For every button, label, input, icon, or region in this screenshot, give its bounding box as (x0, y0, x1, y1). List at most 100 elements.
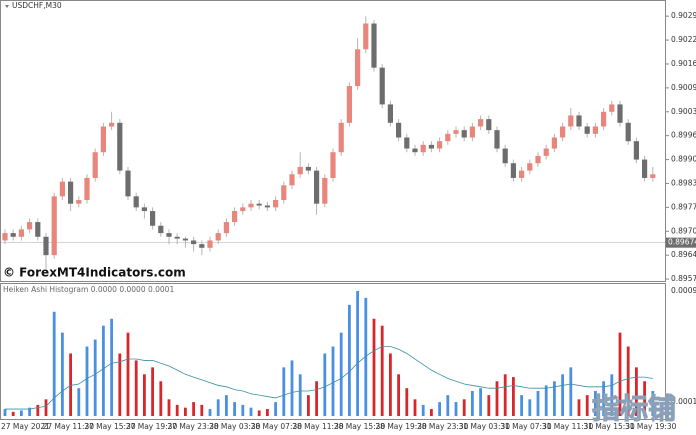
candle-body (338, 122, 344, 153)
candle-body (502, 148, 508, 164)
candle-body (117, 122, 123, 171)
candle-body (43, 236, 49, 256)
candle-body (76, 200, 82, 204)
histogram-bar (290, 360, 294, 416)
histogram-bar (126, 332, 130, 416)
candle-body (248, 203, 254, 208)
candle-body (141, 207, 147, 212)
histogram-bar (389, 353, 392, 416)
candle-body (617, 104, 623, 123)
candle-body (543, 148, 549, 156)
candle-body (551, 137, 557, 149)
candle-body (223, 222, 229, 234)
histogram-bar (69, 353, 72, 416)
candle-body (461, 130, 467, 138)
histogram-bar (569, 367, 573, 416)
histogram-bar (298, 374, 302, 416)
symbol-title: USDCHF,M30 (12, 1, 62, 10)
histogram-bar (454, 402, 458, 416)
candle-body (437, 141, 443, 149)
x-tick-label: 31 May 15:30 (583, 422, 635, 431)
candle-body (150, 211, 156, 226)
candle-body (182, 238, 188, 241)
indicator-title: Heiken Ashi Histogram 0.0000 0.0000 0.00… (3, 285, 174, 294)
histogram-bar (175, 404, 179, 416)
candle-body (445, 133, 451, 142)
candle-body (207, 240, 213, 248)
histogram-bar (77, 388, 81, 416)
candle-body (59, 181, 65, 197)
histogram-bar (577, 399, 581, 416)
histogram-bar (618, 332, 622, 416)
candle-body (568, 115, 574, 127)
histogram-bar (20, 410, 23, 416)
candle-body (486, 119, 492, 131)
last-price-label: 0.89674 (668, 238, 696, 247)
candle-body (510, 163, 516, 178)
candle-body (592, 126, 598, 134)
candle-body (428, 144, 434, 149)
histogram-bar (118, 353, 122, 416)
histogram-bar (36, 404, 40, 416)
menu-arrow (5, 5, 9, 8)
x-tick-label: 31 May 03:30 (459, 422, 511, 431)
candle-body (199, 244, 205, 248)
candle-body (51, 196, 57, 256)
histogram-bar (413, 399, 417, 416)
candle-body (35, 222, 41, 237)
candle-body (27, 222, 33, 230)
histogram-bar (11, 411, 15, 416)
candle-body (519, 170, 525, 178)
histogram-bar (315, 381, 318, 416)
histogram-bar (421, 404, 425, 416)
x-tick-label: 27 May 15:30 (84, 422, 136, 431)
histogram-bar (208, 409, 212, 416)
candle-body (314, 170, 320, 204)
histogram-bar (364, 297, 368, 416)
candle-body (601, 111, 607, 127)
candle-body (453, 130, 459, 134)
histogram-bar (61, 332, 64, 416)
histogram-bar (520, 395, 523, 416)
x-tick-label: 31 May 07:30 (500, 422, 552, 431)
histogram-bar (151, 367, 154, 416)
y-tick-label: 0.90225 (671, 35, 696, 44)
candle-body (387, 104, 393, 123)
histogram-bar (167, 399, 171, 416)
candle-body (240, 207, 246, 212)
candle-body (642, 159, 648, 178)
histogram-bar (44, 399, 48, 416)
candle-body (420, 144, 426, 153)
histogram-bar (257, 410, 261, 416)
candle-body (363, 23, 369, 50)
candle-body (371, 23, 377, 68)
histogram-bar (380, 325, 384, 416)
candle-body (625, 122, 631, 142)
candle-body (478, 119, 484, 127)
histogram-bar (446, 395, 450, 416)
main-panel (0, 0, 666, 282)
histogram-bar (438, 402, 441, 416)
candle-body (535, 155, 541, 164)
candle-body (322, 177, 328, 204)
candle-body (109, 122, 115, 127)
histogram-bar (512, 377, 515, 416)
candle-body (609, 104, 615, 112)
histogram-bar (594, 390, 597, 416)
histogram-bar (225, 395, 228, 416)
histogram-bar (536, 390, 540, 416)
site-logo: 指标铺 (592, 392, 676, 425)
histogram-bar (471, 390, 474, 416)
x-tick-label: 27 May 11:30 (43, 422, 95, 431)
candle-body (264, 205, 270, 208)
histogram-bar (134, 360, 138, 416)
histogram-bar (200, 404, 204, 416)
candle-body (10, 233, 16, 237)
x-tick-label: 31 May 11:30 (542, 422, 594, 431)
histogram-bar (184, 407, 187, 416)
